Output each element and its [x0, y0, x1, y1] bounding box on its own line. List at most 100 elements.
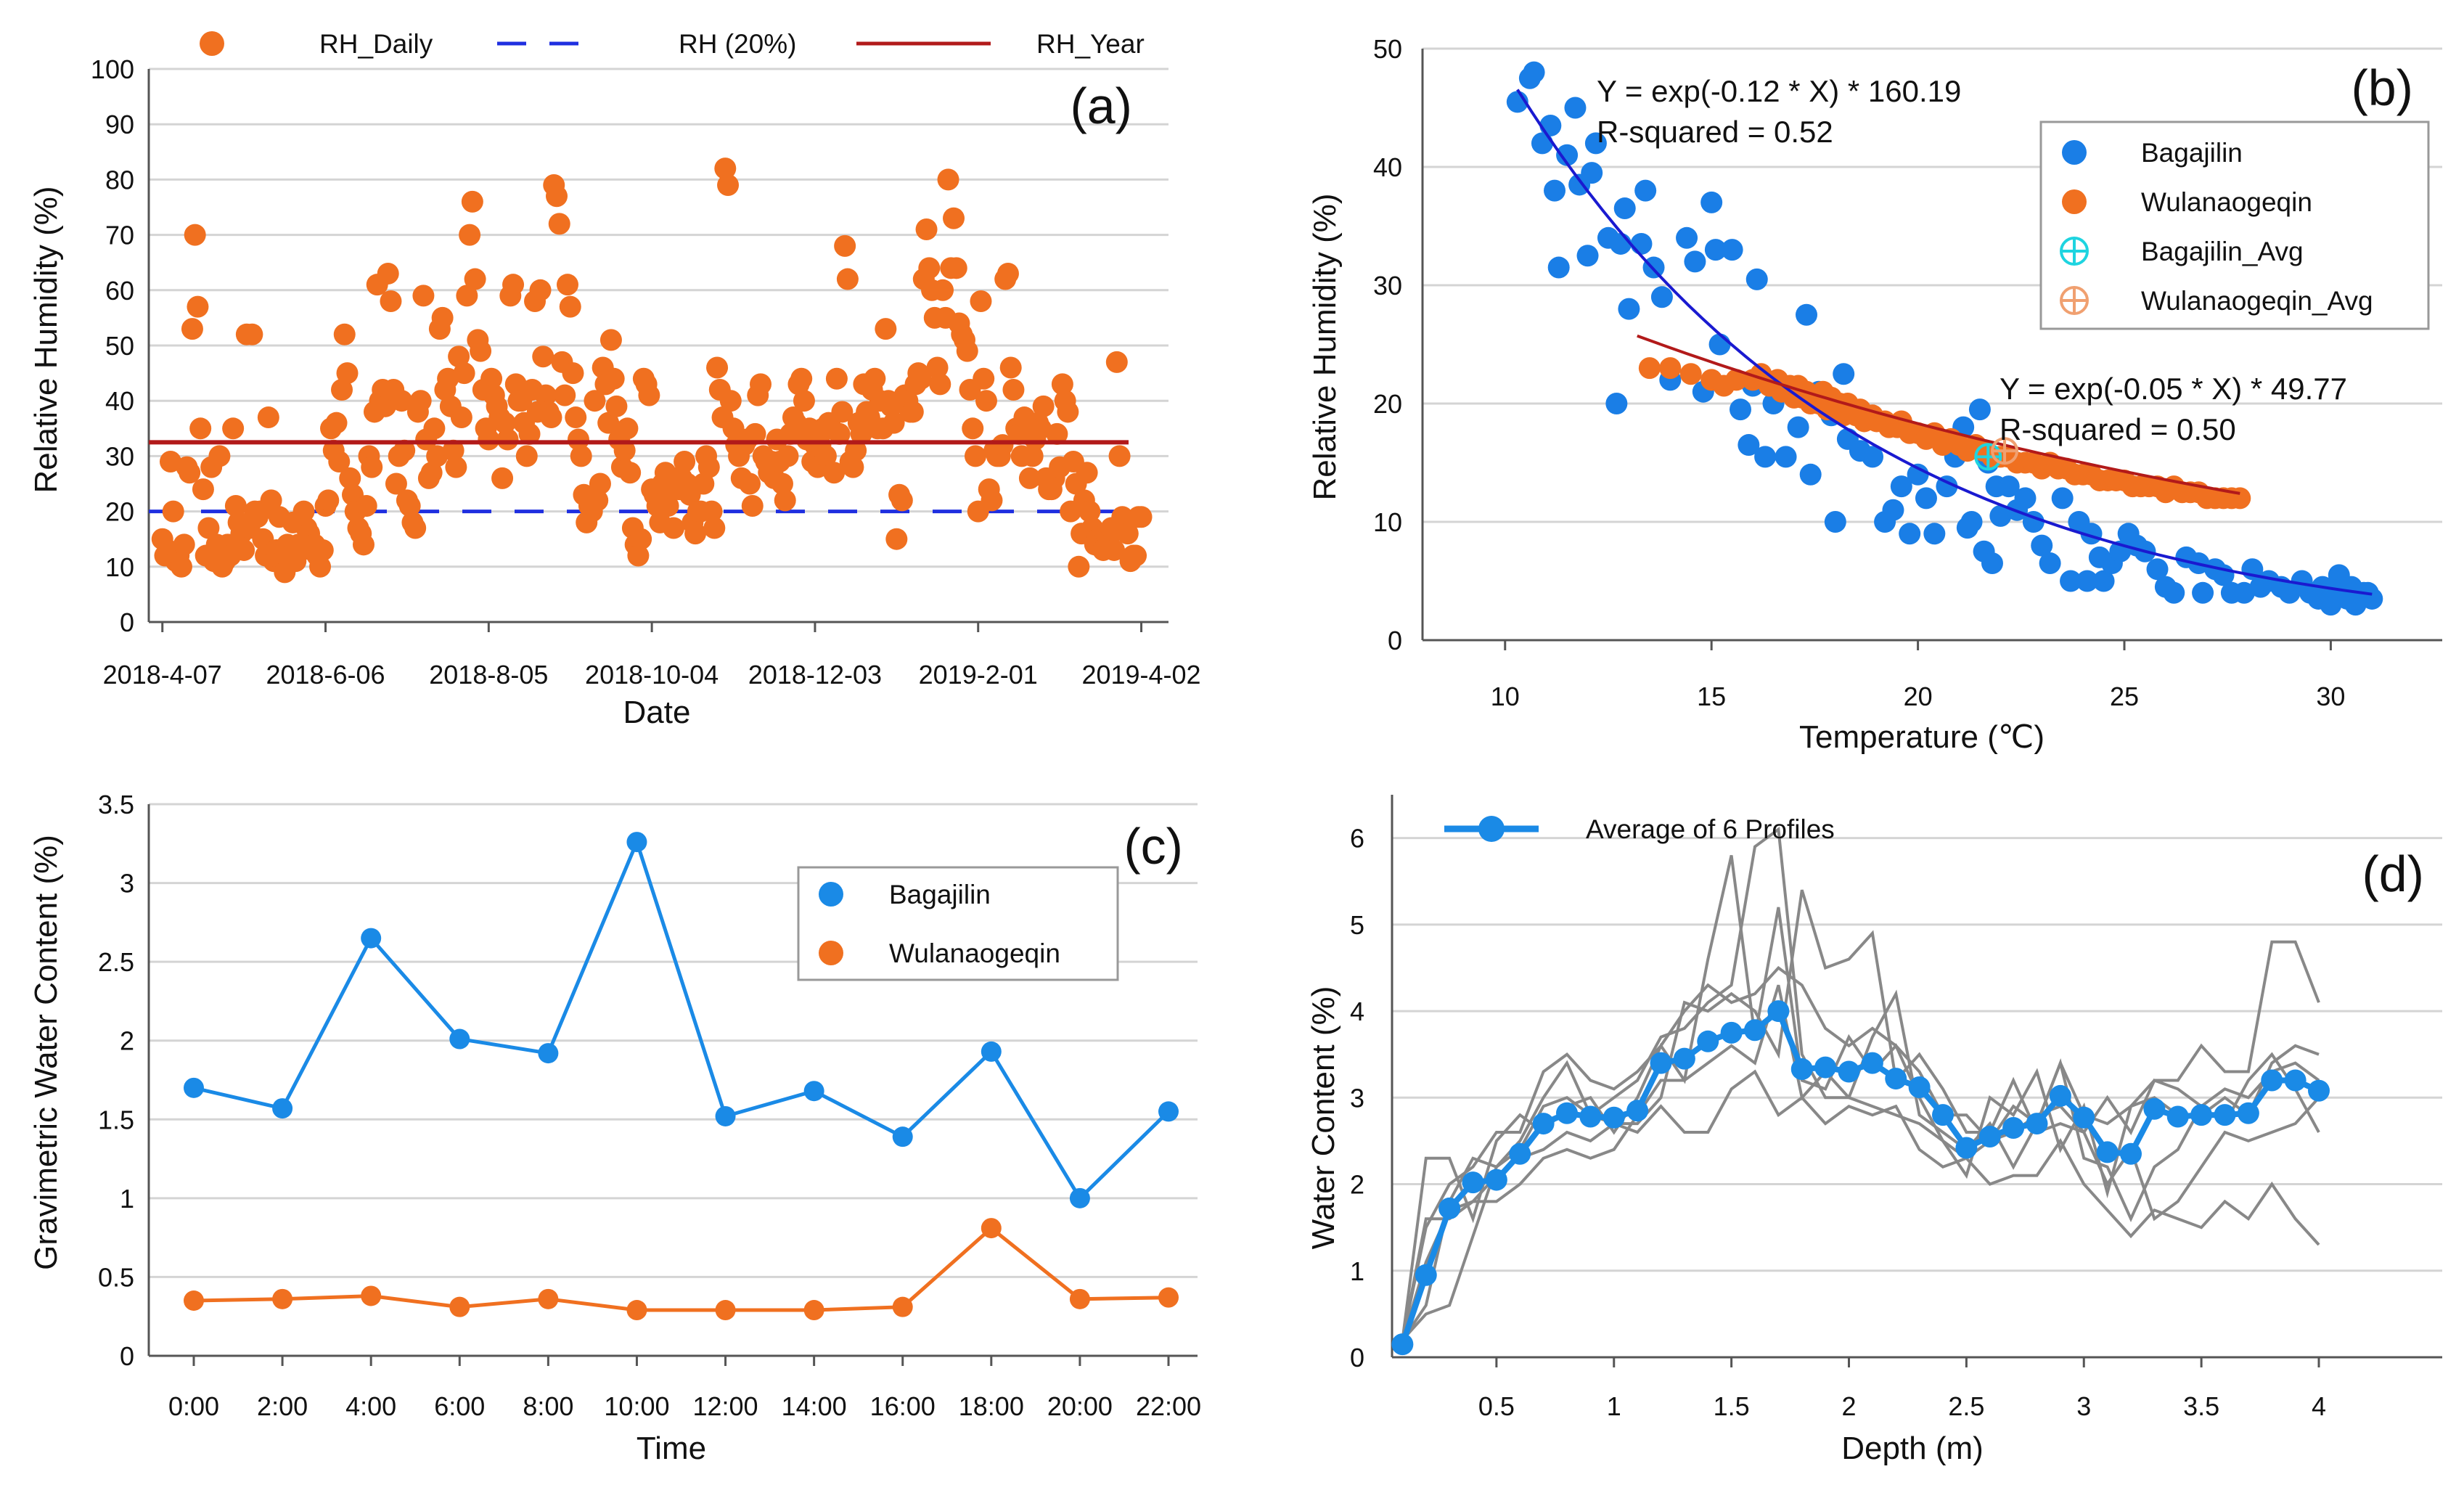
x-tick-label: 2.5 [1948, 1391, 1984, 1421]
rh-daily-point [964, 445, 986, 467]
rh-daily-point [597, 412, 620, 434]
panel-c-y-axis-title: Gravimetric Water Content (%) [28, 835, 64, 1270]
y-tick-label: 60 [105, 276, 134, 306]
rh-daily-point [700, 500, 723, 523]
panel-d-chart: 0 1 2 3 4 5 6 0.5 1 1.5 2 2.5 3 3.5 4 (d) Depth (m) Wa… [1306, 795, 2442, 1466]
rh-daily-point [828, 422, 851, 445]
average-profile-point [1814, 1056, 1837, 1079]
y-tick-label: 1 [120, 1184, 134, 1214]
wulanaogeqin-point [1069, 1288, 1090, 1309]
average-profile-point [1697, 1030, 1719, 1052]
average-profile-point [2002, 1117, 2025, 1140]
x-tick-label: 2018-12-03 [748, 660, 882, 690]
y-tick-label: 20 [1373, 389, 1402, 419]
average-profile-point [2214, 1104, 2236, 1126]
rh-daily-point [825, 367, 848, 390]
rh-daily-point [975, 390, 997, 412]
rh-daily-point [692, 472, 715, 495]
wulanaogeqin-point [803, 1300, 824, 1321]
legend-label-wulanaogeqin-avg: Wulanaogeqin_Avg [2141, 286, 2373, 316]
rh-daily-point [554, 384, 576, 406]
x-tick-label: 10 [1491, 682, 1520, 711]
x-tick-label: 2018-8-05 [429, 660, 548, 690]
rh-daily-point [570, 445, 592, 467]
panel-a-chart: 0 10 20 30 40 50 60 70 80 90 100 2018-4-07 2018-6-06… [28, 29, 1201, 730]
rh-daily-point [706, 356, 729, 379]
bagajilin-point [1833, 363, 1855, 385]
average-profile-point [1932, 1104, 1954, 1126]
rh-daily-point [179, 462, 201, 484]
legend-label-rh-20: RH (20%) [679, 29, 796, 59]
x-tick-label: 20:00 [1047, 1391, 1113, 1421]
rh-daily-point [260, 489, 282, 512]
profile-line-3 [1401, 984, 2320, 1341]
bagajilin-point [892, 1126, 913, 1148]
rh-daily-point [257, 406, 279, 429]
bagajilin-point [2014, 487, 2037, 510]
panel-a-y-axis-title: Relative Humidity (%) [28, 187, 64, 494]
bagajilin-point [2076, 570, 2098, 592]
rh-daily-point [584, 390, 606, 412]
bagajilin-point [1069, 1187, 1090, 1208]
rh-daily-point [1002, 378, 1025, 401]
panel-c-label: (c) [1123, 818, 1183, 875]
average-profile-point [2096, 1141, 2119, 1163]
rh-daily-point [697, 456, 720, 478]
rh-daily-point [1103, 539, 1126, 561]
x-tick-label: 20 [1904, 682, 1933, 711]
x-tick-label: 2018-10-04 [585, 660, 719, 690]
average-profile-point [1579, 1105, 1602, 1128]
x-tick-label: 22:00 [1136, 1391, 1201, 1421]
rh-daily-point [409, 390, 432, 412]
bagajilin-point [1700, 191, 1723, 213]
wulanaogeqin-fit-curve [1637, 334, 2240, 495]
rh-daily-point [945, 257, 967, 279]
y-tick-label: 70 [105, 221, 134, 250]
rh-daily-point [453, 362, 475, 385]
rh-daily-point [361, 456, 383, 478]
panel-b-y-axis-title: Relative Humidity (%) [1307, 194, 1343, 501]
rh-daily-point [233, 539, 255, 561]
bagajilin-point [1923, 523, 1946, 545]
legend-marker-bagajilin-avg [2060, 237, 2089, 266]
average-profile-point [1955, 1137, 1978, 1159]
average-profile-point [1391, 1333, 1414, 1356]
rh-daily-point [478, 428, 500, 451]
rh-daily-point [535, 384, 557, 406]
rh-daily-point [559, 295, 581, 318]
rh-daily-point [885, 528, 908, 550]
rh-daily-point [918, 257, 941, 279]
rh-daily-point [750, 373, 771, 396]
rh-daily-point [741, 494, 764, 517]
rh-daily-point [224, 494, 247, 517]
bagajilin-point [1899, 523, 1921, 545]
rh-daily-point [1018, 467, 1041, 489]
rh-daily-point [1130, 506, 1153, 528]
x-tick-label: 15 [1697, 682, 1726, 711]
legend-label-bagajilin: Bagajilin [2141, 138, 2243, 168]
rh-daily-point [333, 323, 356, 345]
rh-daily-point [412, 285, 435, 307]
rh-daily-point [448, 345, 470, 368]
rh-daily-point [518, 422, 541, 445]
x-tick-label: 0:00 [168, 1391, 219, 1421]
average-profile-point [2190, 1104, 2213, 1126]
rh-daily-point [864, 367, 886, 390]
wulanaogeqin-point [1158, 1287, 1179, 1308]
bagajilin-point [1968, 398, 1991, 421]
rh-daily-point [162, 500, 184, 523]
rh-daily-point [630, 528, 652, 550]
rh-daily-point [663, 517, 685, 539]
rh-daily-point [823, 462, 846, 484]
rh-daily-point [836, 268, 859, 290]
average-profile-point [2120, 1142, 2142, 1165]
bagajilin-point [1745, 268, 1768, 290]
bagajilin-point [2060, 570, 2082, 592]
average-profile-point [1509, 1142, 1531, 1165]
rh-daily-point [241, 323, 263, 345]
rh-daily-point [317, 489, 340, 512]
rh-daily-point [1021, 445, 1044, 467]
average-profile-point [1885, 1068, 1907, 1090]
bagajilin-point [1882, 499, 1904, 521]
legend-marker-wulanaogeqin-avg [2060, 286, 2089, 315]
